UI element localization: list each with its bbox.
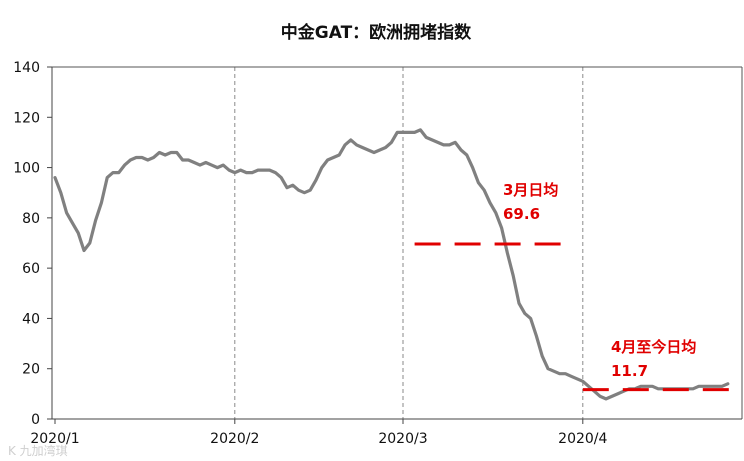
chart-title: 中金GAT：欧洲拥堵指数 (281, 22, 472, 43)
y-tick-label: 140 (13, 60, 40, 76)
series-line (53, 128, 730, 401)
x-tick-label: 2020/2 (210, 431, 259, 447)
y-tick-label: 40 (22, 311, 40, 327)
grid-layer (234, 67, 584, 419)
april-average-value: 11.7 (611, 362, 648, 380)
series-layer (53, 128, 730, 401)
y-tick-label: 0 (31, 412, 40, 428)
y-tick-label: 120 (13, 110, 40, 126)
axes-layer: 0 20 40 60 80 100 120 140 2020/1 2020/2 2020/3 2020… (13, 60, 743, 447)
x-tick-label: 2020/3 (378, 431, 427, 447)
march-average-label: 3月日均 (503, 181, 558, 199)
y-tick-label: 20 (22, 362, 40, 378)
april-average-label: 4月至今日均 (611, 338, 696, 356)
y-tick-label: 60 (22, 261, 40, 277)
y-tick-label: 80 (22, 211, 40, 227)
y-tick-label: 100 (13, 161, 40, 177)
watermark: K 九加湾琪 (8, 443, 68, 458)
annotation-layer: 3月日均 69.6 4月至今日均 11.7 (414, 181, 738, 392)
march-average-value: 69.6 (503, 205, 540, 223)
x-tick-label: 2020/1 (30, 431, 79, 447)
x-tick-label: 2020/4 (558, 431, 607, 447)
